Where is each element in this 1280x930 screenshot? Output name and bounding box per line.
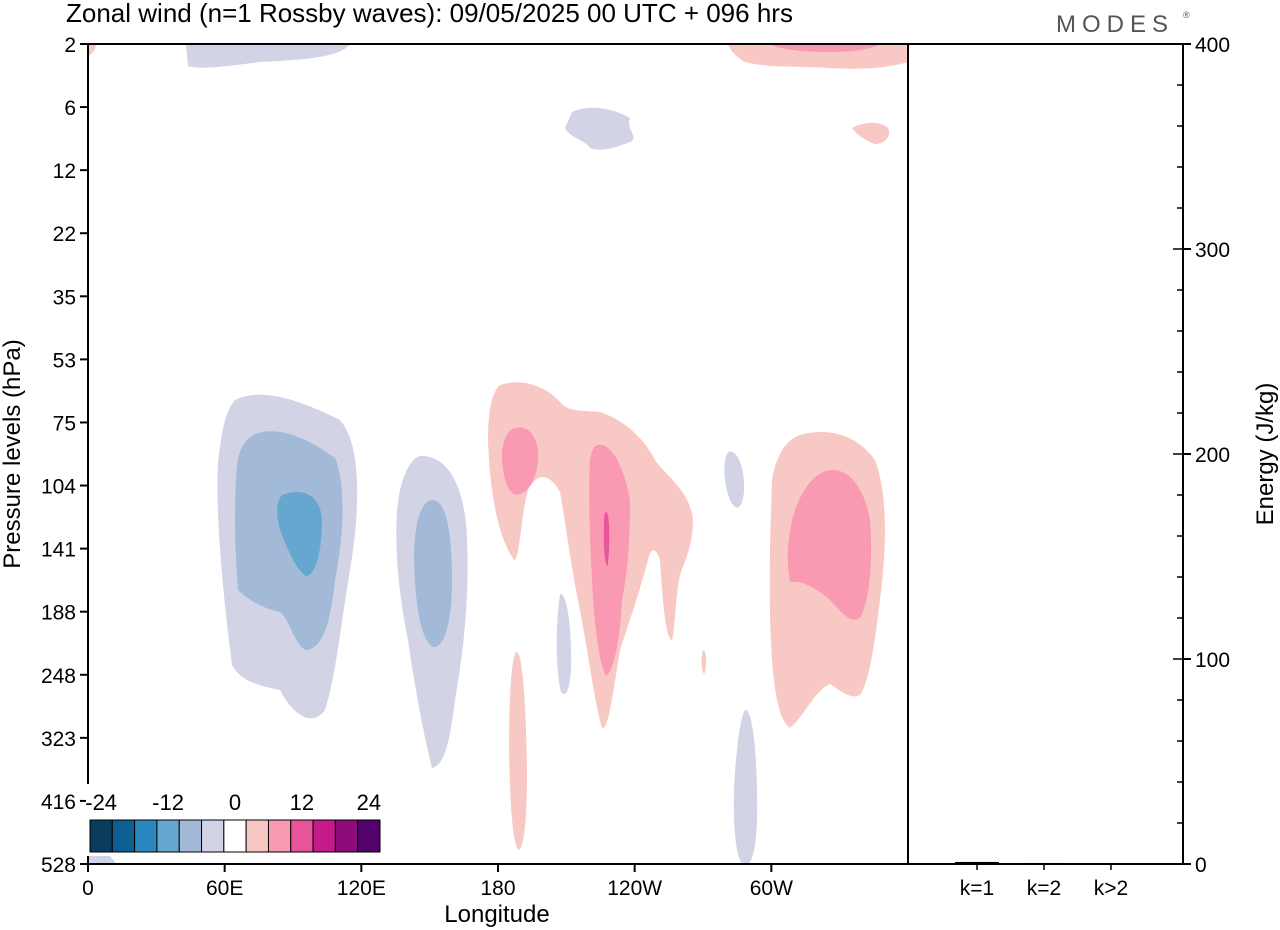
x-axis-label: Longitude (444, 901, 549, 928)
longitude-axis: 0 60E 120E 180 120W 60W (82, 864, 793, 900)
longitude-tick-label: 60E (206, 877, 243, 900)
colorbar-swatch (245, 819, 269, 853)
colorbar-swatch (178, 819, 203, 853)
pressure-tick-label: 141 (41, 539, 76, 562)
colorbar-swatch (134, 819, 158, 853)
contour-positive-8-upper-right (770, 44, 880, 52)
pressure-tick-label: 35 (53, 286, 76, 309)
colorbar-swatch (201, 819, 225, 853)
contour-negative-4-small-b (724, 451, 745, 508)
colorbar-swatch (89, 819, 113, 853)
pressure-tick-label: 416 (41, 791, 76, 814)
energy-axis: 0 100 200 300 400 (1173, 34, 1230, 877)
contour-positive-8-dateline-east (589, 444, 630, 676)
colorbar-swatch (290, 819, 314, 853)
contour-positive-4-lower (509, 651, 527, 850)
energy-bar (1022, 862, 1066, 865)
contour-positive-8-west-hem (787, 469, 872, 620)
pressure-tick-label: 75 (53, 412, 76, 435)
y-axis-label: Pressure levels (hPa) (0, 339, 26, 568)
pressure-tick-label: 188 (41, 602, 76, 625)
longitude-tick-label: 120W (607, 877, 662, 900)
contour-positive-4-small-right (852, 122, 890, 144)
chart-title: Zonal wind (n=1 Rossby waves): 09/05/202… (66, 0, 793, 28)
energy-tick-label: 400 (1195, 34, 1230, 57)
energy-bars: k=1 k=2 k>2 (955, 861, 1133, 900)
pressure-tick-label: 323 (41, 728, 76, 751)
longitude-tick-label: 120E (337, 877, 386, 900)
pressure-tick-label: 53 (53, 349, 76, 372)
energy-tick-label: 100 (1195, 649, 1230, 672)
bar-category-label: k>2 (1094, 877, 1128, 900)
colorbar-swatch (156, 819, 180, 853)
contour-positive-4-tiny (701, 650, 707, 674)
energy-axis-label: Energy (J/kg) (1252, 383, 1279, 526)
pressure-tick-label: 12 (53, 160, 76, 183)
colorbar-label: 0 (229, 790, 241, 815)
colorbar-swatch (267, 819, 292, 853)
contour-negative-4-lower (733, 709, 758, 864)
pressure-tick-label: 22 (53, 223, 76, 246)
longitude-tick-label: 60W (750, 877, 793, 900)
contour-negative-4-upper-mid (565, 107, 634, 150)
colorbar: -24 -12 0 12 24 (85, 784, 384, 856)
energy-tick-label: 0 (1195, 854, 1207, 877)
pressure-tick-label: 6 (64, 97, 76, 120)
energy-tick-label: 200 (1195, 444, 1230, 467)
longitude-tick-label: 0 (82, 877, 94, 900)
contour-negative-4-upper-top (186, 44, 350, 68)
contour-field (88, 44, 908, 864)
bar-category-label: k=1 (960, 877, 994, 900)
colorbar-label: 24 (357, 790, 381, 815)
pressure-tick-label: 528 (41, 854, 76, 877)
energy-tick-label: 300 (1195, 239, 1230, 262)
pressure-tick-label: 248 (41, 665, 76, 688)
brand-registered-mark: ® (1183, 10, 1190, 20)
bar-category-label: k=2 (1027, 877, 1061, 900)
colorbar-label: 12 (290, 790, 314, 815)
contour-positive-4-left-corner (88, 44, 96, 56)
colorbar-label: -12 (152, 790, 184, 815)
pressure-tick-label: 2 (64, 34, 76, 57)
contour-positive-4-dateline (488, 382, 693, 729)
contour-negative-8-dateline (414, 500, 452, 648)
colorbar-swatch (357, 819, 381, 853)
pressure-axis: 2 6 12 22 35 53 75 104 141 188 248 323 416 528 (41, 34, 88, 877)
colorbar-swatch (312, 819, 336, 853)
energy-bar (955, 861, 999, 864)
pressure-tick-label: 104 (41, 476, 76, 499)
contour-positive-12-dateline (603, 512, 610, 566)
colorbar-swatch (223, 819, 247, 853)
colorbar-swatch (334, 819, 359, 853)
contour-positive-8-dateline-west (502, 427, 539, 495)
brand-logo: MODES (1056, 11, 1174, 38)
colorbar-label: -24 (85, 790, 117, 815)
longitude-tick-label: 180 (480, 877, 515, 900)
contour-positive-4-upper-right (728, 44, 908, 69)
contour-negative-12-west (277, 491, 322, 576)
contour-negative-4-small-a (556, 593, 572, 694)
colorbar-swatch (111, 819, 136, 853)
